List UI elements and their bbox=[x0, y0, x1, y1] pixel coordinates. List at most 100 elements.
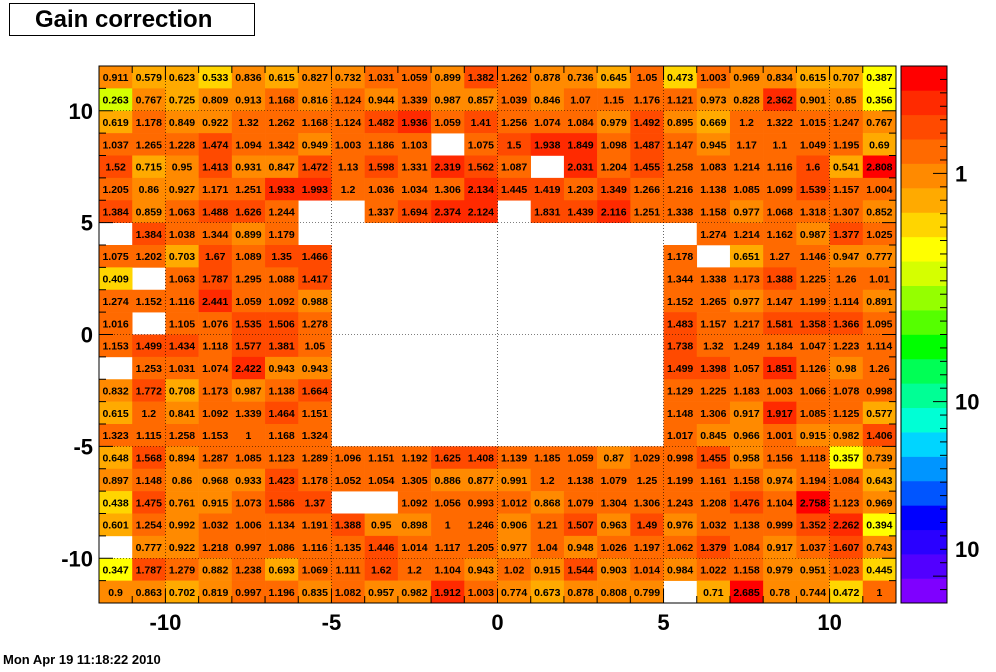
cell-value-label: 1.047 bbox=[800, 341, 826, 353]
heatmap-cell bbox=[696, 334, 731, 358]
x-tick-label: 0 bbox=[491, 610, 503, 635]
cell-value-label: 1.015 bbox=[800, 117, 826, 129]
heatmap-cell bbox=[663, 245, 698, 268]
cell-value-label: 1.487 bbox=[634, 139, 660, 151]
cell-value-label: 1.199 bbox=[800, 296, 826, 308]
cell-value-label: 2.262 bbox=[833, 520, 859, 532]
heatmap-cell bbox=[729, 66, 764, 89]
cell-value-label: 0.473 bbox=[667, 72, 693, 84]
heatmap-cell bbox=[663, 356, 698, 380]
cell-value-label: 1.32 bbox=[703, 341, 724, 353]
heatmap-cell bbox=[862, 88, 897, 112]
heatmap-cell bbox=[796, 88, 830, 112]
cell-value-label: 2.441 bbox=[202, 296, 228, 308]
heatmap-cell bbox=[796, 289, 830, 313]
cell-value-label: 1.068 bbox=[767, 206, 793, 218]
heatmap-cell bbox=[298, 446, 332, 470]
heatmap-cell bbox=[497, 88, 532, 112]
heatmap-cell bbox=[530, 468, 565, 492]
cell-value-label: 1.287 bbox=[202, 453, 228, 465]
cell-value-label: 1.123 bbox=[269, 453, 295, 465]
heatmap-cell bbox=[862, 312, 897, 335]
cell-value-label: 1.003 bbox=[468, 587, 494, 599]
heatmap-cell bbox=[862, 200, 897, 223]
heatmap-cell bbox=[597, 491, 631, 514]
heatmap-cell bbox=[597, 110, 631, 134]
heatmap-cell bbox=[796, 468, 830, 492]
cell-value-label: 1.124 bbox=[335, 117, 361, 129]
cell-value-label: 1.664 bbox=[302, 385, 328, 397]
heatmap-cell bbox=[231, 513, 266, 537]
cell-value-label: 1.148 bbox=[667, 408, 693, 420]
cell-value-label: 1.017 bbox=[667, 430, 693, 442]
heatmap-cell bbox=[497, 177, 532, 201]
heatmap-cell bbox=[663, 558, 698, 581]
cell-value-label: 0.988 bbox=[302, 296, 328, 308]
cell-value-label: 0.648 bbox=[102, 453, 128, 465]
colorbar-band bbox=[901, 480, 947, 506]
cell-value-label: 1.507 bbox=[567, 520, 593, 532]
heatmap-cell bbox=[663, 379, 698, 402]
cell-value-label: 1.492 bbox=[634, 117, 660, 129]
cell-value-label: 1.158 bbox=[733, 475, 759, 487]
cell-value-label: 1.384 bbox=[136, 229, 162, 241]
cell-value-label: 0.998 bbox=[667, 453, 693, 465]
cell-value-label: 1.062 bbox=[667, 542, 693, 554]
heatmap-cell bbox=[298, 312, 332, 335]
colorbar-label: 10 bbox=[955, 390, 979, 415]
colorbar-band bbox=[901, 139, 947, 164]
cell-value-label: 1.075 bbox=[468, 139, 494, 151]
heatmap-cell bbox=[829, 200, 864, 223]
heatmap-cell bbox=[597, 468, 631, 492]
cell-value-label: 1.262 bbox=[501, 72, 527, 84]
heatmap-cell bbox=[198, 177, 233, 201]
cell-value-label: 1.084 bbox=[567, 117, 593, 129]
cell-value-label: 0.991 bbox=[501, 475, 527, 487]
heatmap-cell bbox=[862, 334, 897, 358]
heatmap-cell bbox=[597, 200, 631, 223]
heatmap-cell bbox=[729, 401, 764, 425]
cell-value-label: 0.761 bbox=[169, 497, 195, 509]
cell-value-label: 1.003 bbox=[335, 139, 361, 151]
cell-value-label: 1.67 bbox=[205, 251, 226, 263]
heatmap-cell bbox=[763, 177, 797, 201]
cell-value-label: 1.398 bbox=[700, 363, 726, 375]
heatmap-cell bbox=[530, 580, 565, 604]
cell-value-label: 1.168 bbox=[269, 95, 295, 107]
cell-value-label: 0.922 bbox=[169, 542, 195, 554]
cell-value-label: 1.152 bbox=[667, 296, 693, 308]
cell-value-label: 1.381 bbox=[269, 341, 295, 353]
cell-value-label: 0.623 bbox=[169, 72, 195, 84]
heatmap-cell bbox=[696, 446, 731, 470]
cell-value-label: 1.052 bbox=[335, 475, 361, 487]
cell-value-label: 1.063 bbox=[169, 274, 195, 286]
cell-value-label: 1.026 bbox=[601, 542, 627, 554]
cell-value-label: 1.17 bbox=[736, 139, 757, 151]
cell-value-label: 1.917 bbox=[767, 408, 793, 420]
heatmap-cell bbox=[729, 491, 764, 514]
heatmap-cell bbox=[729, 200, 764, 223]
heatmap-cell bbox=[763, 580, 797, 604]
heatmap-cell bbox=[497, 110, 532, 134]
heatmap-cell bbox=[397, 535, 432, 559]
heatmap-cell bbox=[265, 401, 299, 425]
cell-value-label: 1.121 bbox=[667, 95, 693, 107]
cell-value-label: 1.258 bbox=[667, 162, 693, 174]
heatmap-cell bbox=[862, 110, 897, 134]
heatmap-cell bbox=[763, 446, 797, 470]
heatmap-cell bbox=[630, 110, 664, 134]
cell-value-label: 0.693 bbox=[269, 564, 295, 576]
heatmap-cell bbox=[198, 468, 233, 492]
heatmap-cell bbox=[99, 468, 133, 492]
cell-value-label: 1.535 bbox=[235, 318, 261, 330]
cell-value-label: 1.26 bbox=[836, 274, 857, 286]
heatmap-cell bbox=[265, 200, 299, 223]
heatmap-cell bbox=[862, 446, 897, 470]
cell-value-label: 1.092 bbox=[269, 296, 295, 308]
heatmap-cell bbox=[497, 155, 532, 179]
heatmap-cell bbox=[597, 558, 631, 581]
cell-value-label: 1.116 bbox=[767, 162, 793, 174]
cell-value-label: 1.054 bbox=[368, 475, 394, 487]
heatmap-cell bbox=[298, 177, 332, 201]
heatmap-cell bbox=[265, 424, 299, 447]
